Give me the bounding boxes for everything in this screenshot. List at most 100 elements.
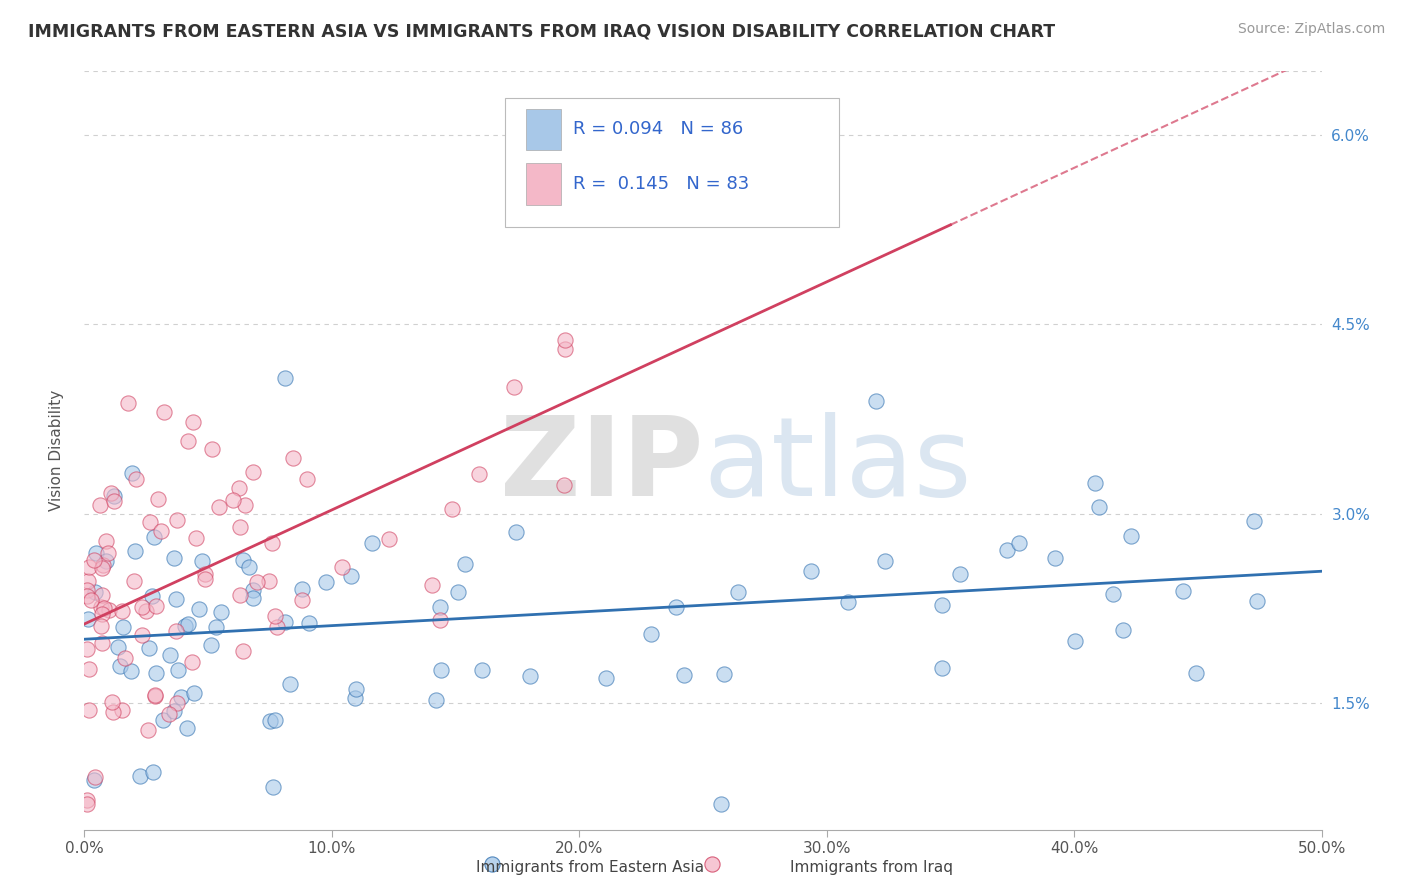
Point (295, 472, 318, 486)
Point (183, 686, 205, 700)
Point (184, 531, 207, 545)
Point (131, 600, 153, 615)
Point (77, 560, 100, 574)
Point (117, 396, 139, 410)
Point (700, 857, 723, 871)
Point (191, 554, 214, 568)
Point (262, 780, 284, 794)
Point (77, 703, 100, 717)
Point (264, 713, 287, 727)
Point (124, 543, 146, 558)
Point (90, 636, 112, 650)
Point (90, 588, 112, 602)
Point (107, 640, 129, 654)
Point (266, 620, 288, 634)
Point (995, 543, 1018, 558)
Point (142, 764, 165, 779)
Point (176, 721, 198, 735)
Y-axis label: Vision Disability: Vision Disability (49, 390, 63, 511)
Point (425, 693, 447, 707)
Point (430, 663, 453, 677)
Point (89, 498, 111, 512)
Point (181, 415, 204, 429)
Point (242, 591, 264, 605)
Point (97, 603, 120, 617)
Point (145, 599, 167, 613)
Point (77, 662, 100, 676)
Point (139, 515, 162, 529)
Point (1102, 587, 1125, 601)
Point (344, 681, 367, 696)
Point (111, 703, 134, 717)
Point (194, 566, 217, 581)
Point (467, 467, 489, 482)
Point (242, 466, 264, 480)
Point (83, 553, 105, 567)
Text: IMMIGRANTS FROM EASTERN ASIA VS IMMIGRANTS FROM IRAQ VISION DISABILITY CORRELATI: IMMIGRANTS FROM EASTERN ASIA VS IMMIGRAN… (28, 22, 1056, 40)
Point (931, 661, 953, 675)
Point (429, 613, 451, 627)
Point (332, 559, 354, 574)
Point (503, 380, 526, 394)
Point (377, 533, 399, 547)
Point (90, 561, 112, 575)
Point (235, 498, 257, 512)
Point (129, 769, 152, 783)
Point (76, 642, 98, 657)
Point (257, 574, 280, 589)
Point (94, 553, 117, 567)
Point (710, 797, 733, 812)
Point (111, 604, 134, 618)
Point (1119, 529, 1142, 543)
Point (281, 450, 304, 465)
Point (1173, 583, 1195, 598)
Point (259, 714, 281, 728)
Text: Immigrants from Iraq: Immigrants from Iraq (790, 860, 953, 874)
Point (228, 520, 250, 534)
Point (200, 638, 222, 652)
Point (163, 704, 186, 718)
Point (114, 651, 136, 665)
Point (264, 609, 287, 624)
Point (665, 599, 688, 614)
Point (873, 554, 896, 568)
Point (640, 627, 662, 641)
Point (361, 536, 384, 550)
Point (76, 793, 98, 807)
Point (112, 620, 135, 634)
Point (298, 616, 321, 631)
Point (440, 502, 463, 516)
Point (91, 558, 114, 572)
Point (159, 648, 181, 663)
Point (146, 491, 169, 506)
Point (120, 665, 142, 679)
Point (554, 333, 576, 347)
Text: R =  0.145   N = 83: R = 0.145 N = 83 (574, 175, 749, 193)
Point (152, 713, 174, 727)
Point (343, 691, 366, 706)
Text: R = 0.094   N = 86: R = 0.094 N = 86 (574, 120, 744, 138)
Point (229, 588, 252, 602)
Point (280, 677, 302, 691)
Point (188, 602, 211, 616)
Point (141, 590, 163, 604)
Point (232, 553, 254, 567)
Point (101, 695, 124, 709)
Point (209, 605, 232, 619)
Point (131, 628, 153, 642)
Text: ZIP: ZIP (499, 412, 703, 519)
Text: atlas: atlas (703, 412, 972, 519)
Point (167, 663, 190, 677)
Point (595, 671, 617, 685)
Point (1243, 515, 1265, 529)
Point (339, 569, 361, 583)
Point (238, 560, 260, 574)
Point (1185, 666, 1208, 681)
Point (481, 857, 503, 871)
Point (221, 493, 243, 508)
Point (865, 394, 887, 409)
Point (246, 575, 269, 590)
FancyBboxPatch shape (505, 98, 839, 227)
Point (135, 603, 157, 617)
Point (84, 546, 107, 560)
